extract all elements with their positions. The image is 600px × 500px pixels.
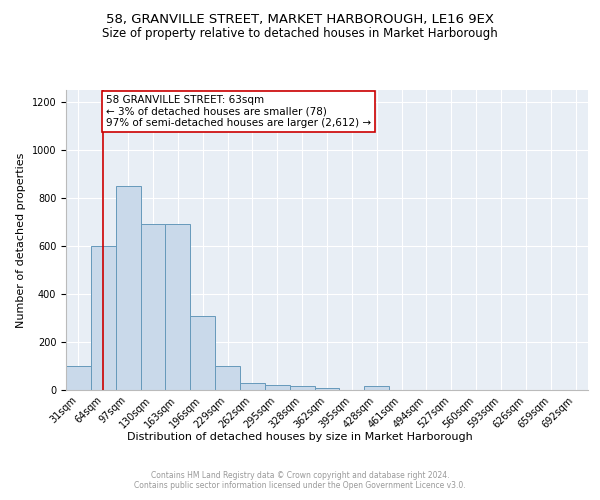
Text: 58 GRANVILLE STREET: 63sqm
← 3% of detached houses are smaller (78)
97% of semi-: 58 GRANVILLE STREET: 63sqm ← 3% of detac… [106, 95, 371, 128]
Bar [240, 383, 265, 390]
Bar [140, 224, 166, 390]
Bar [190, 316, 215, 390]
Bar [314, 388, 340, 390]
Bar [166, 224, 190, 390]
Text: Contains HM Land Registry data © Crown copyright and database right 2024.
Contai: Contains HM Land Registry data © Crown c… [134, 470, 466, 490]
Text: Size of property relative to detached houses in Market Harborough: Size of property relative to detached ho… [102, 28, 498, 40]
Bar [290, 386, 314, 390]
Bar [66, 366, 91, 390]
Text: Distribution of detached houses by size in Market Harborough: Distribution of detached houses by size … [127, 432, 473, 442]
Bar [116, 186, 140, 390]
Bar [91, 246, 116, 390]
Y-axis label: Number of detached properties: Number of detached properties [16, 152, 26, 328]
Text: 58, GRANVILLE STREET, MARKET HARBOROUGH, LE16 9EX: 58, GRANVILLE STREET, MARKET HARBOROUGH,… [106, 12, 494, 26]
Bar [364, 386, 389, 390]
Bar [265, 385, 290, 390]
Bar [215, 366, 240, 390]
